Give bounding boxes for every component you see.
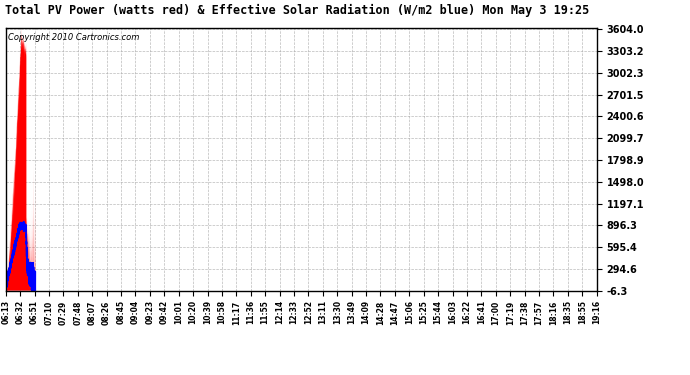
Text: Total PV Power (watts red) & Effective Solar Radiation (W/m2 blue) Mon May 3 19:: Total PV Power (watts red) & Effective S… (5, 4, 589, 17)
Text: Copyright 2010 Cartronics.com: Copyright 2010 Cartronics.com (8, 33, 140, 42)
